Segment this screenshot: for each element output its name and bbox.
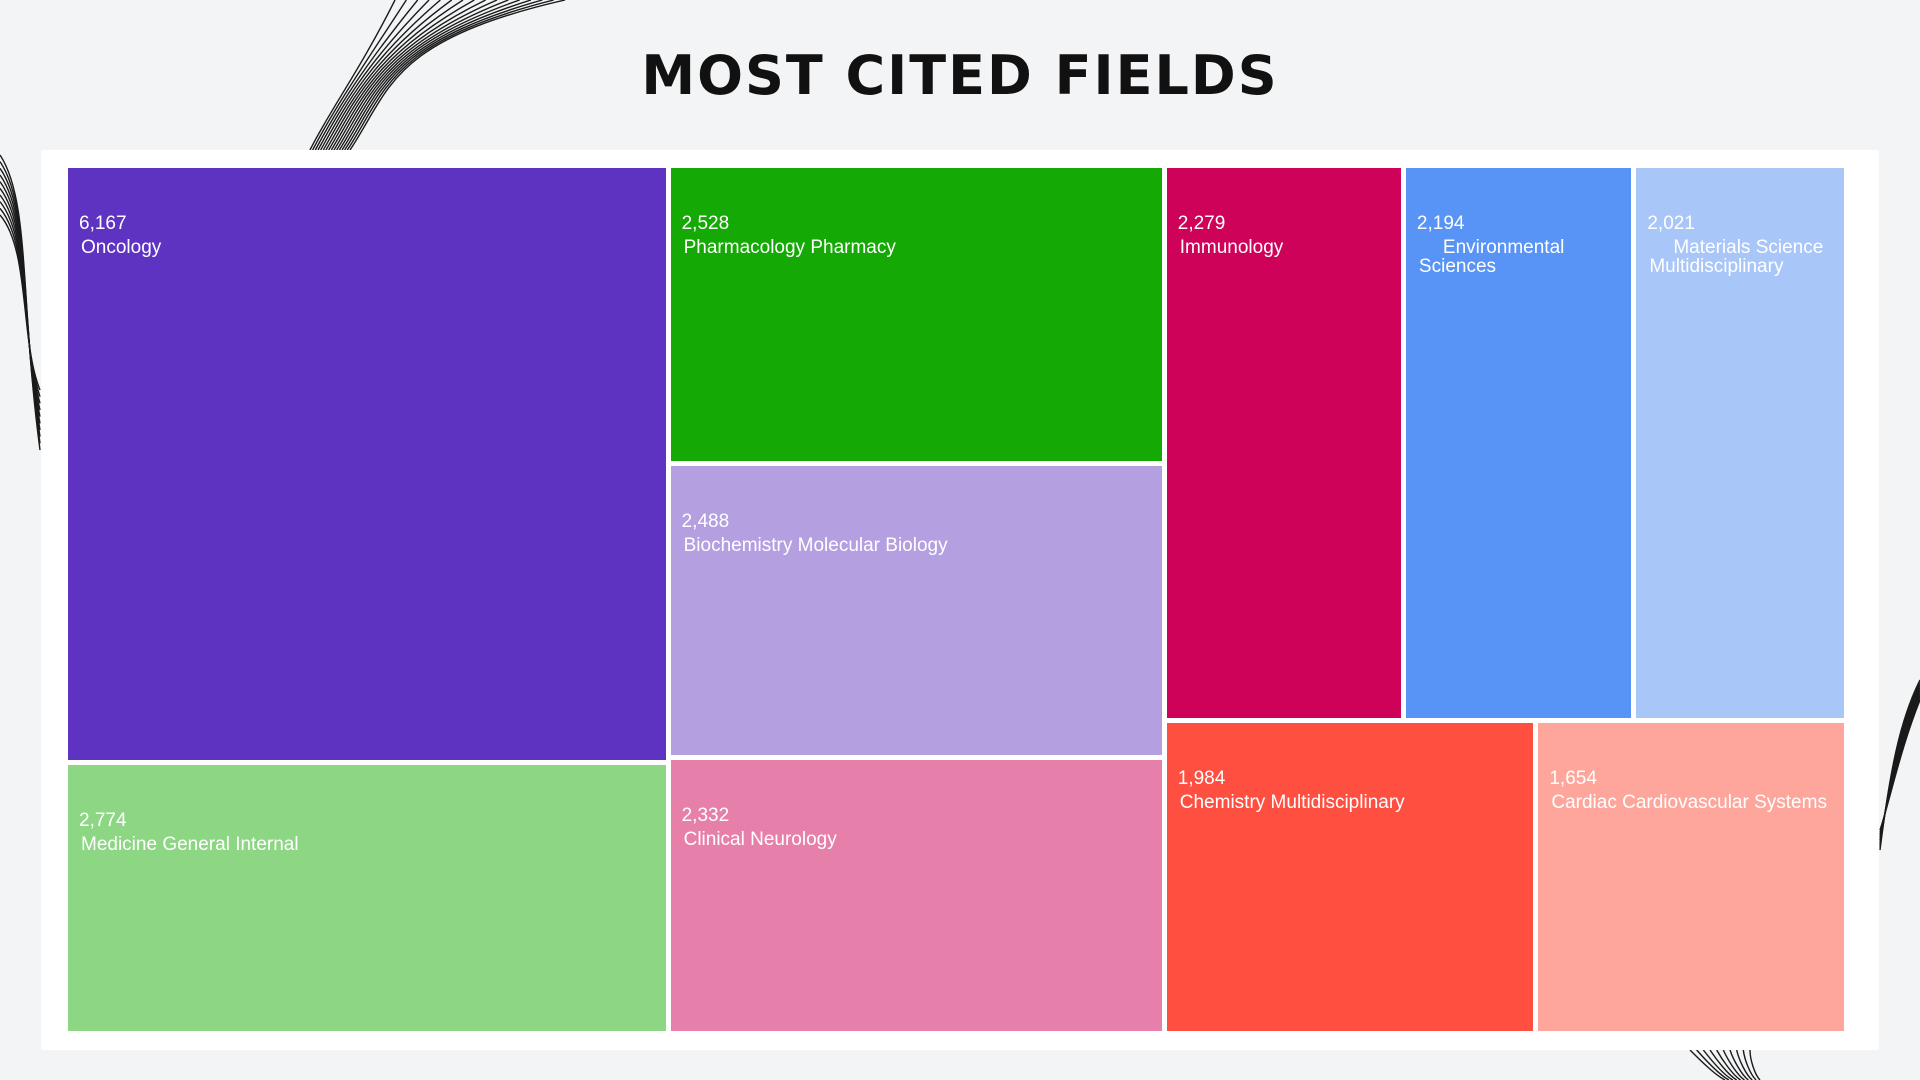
tile-value: 2,194 [1416,213,1465,234]
tile-label: Environmental Sciences [1418,237,1565,277]
tile-value: 2,488 [681,511,730,533]
tile-value: 2,279 [1177,213,1226,234]
treemap-tile: 2,021 Materials Science Multidisciplinary [1636,168,1844,718]
tile-label: Clinical Neurology [683,829,837,851]
tile-label: Oncology [81,237,162,258]
tile-label: Pharmacology Pharmacy [683,237,896,258]
treemap-tile: 1,984 Chemistry Multidisciplinary [1166,722,1534,1031]
tile-value: 2,332 [681,805,730,827]
tile-value: 2,528 [681,213,730,234]
tile-value: 6,167 [79,213,127,234]
treemap-tile: 2,194 Environmental Sciences [1405,168,1632,718]
tile-label: Biochemistry Molecular Biology [683,535,948,557]
treemap-tile: 1,654 Cardiac Cardiovascular Systems [1538,722,1844,1031]
tile-value: 1,654 [1549,767,1597,789]
treemap-tile: 2,774 Medicine General Internal [68,764,666,1031]
tile-label: Immunology [1179,237,1284,258]
tile-label: Cardiac Cardiovascular Systems [1551,791,1827,813]
tile-label: Materials Science Multidisciplinary [1649,237,1824,277]
treemap-tile: 2,279 Immunology [1166,168,1401,718]
tile-label: Chemistry Multidisciplinary [1179,791,1405,813]
tile-value: 1,984 [1177,767,1226,789]
tile-value: 2,774 [79,809,127,831]
page-title: MOST CITED FIELDS [641,44,1279,107]
treemap-tile: 2,528 Pharmacology Pharmacy [670,168,1162,462]
treemap-tile: 2,488 Biochemistry Molecular Biology [670,466,1162,756]
treemap-tile: 2,332 Clinical Neurology [670,760,1162,1031]
treemap-tile: 6,167 Oncology [68,168,666,760]
tile-value: 2,021 [1647,213,1695,234]
treemap-chart: 6,167 Oncology 2,774 Medicine General Inter… [41,150,1879,1050]
tile-label: Medicine General Internal [81,833,299,855]
